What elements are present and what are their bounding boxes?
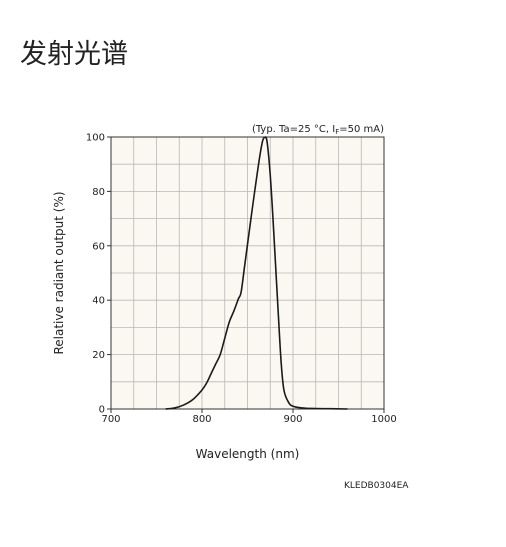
grid-lines — [111, 137, 384, 409]
axis-ticks — [107, 136, 385, 413]
figure-code: KLEDB0304EA — [344, 481, 409, 491]
x-tick-label: 1000 — [371, 414, 396, 425]
conditions-text: (Typ. Ta=25 °C, I — [252, 124, 335, 135]
y-tick-label: 40 — [92, 296, 105, 307]
y-tick-label: 100 — [86, 133, 105, 144]
plot-frame — [110, 136, 385, 410]
y-tick-label: 60 — [92, 241, 105, 252]
series-line — [165, 136, 348, 410]
y-axis-label: Relative radiant output (%) — [52, 191, 66, 354]
measurement-conditions: (Typ. Ta=25 °C, IF=50 mA) — [252, 124, 384, 136]
x-tick-label: 800 — [192, 414, 211, 425]
x-tick-label: 900 — [283, 414, 302, 425]
conditions-subscript: F — [335, 128, 339, 136]
y-tick-label: 80 — [92, 187, 105, 198]
y-tick-label: 20 — [92, 350, 105, 361]
x-axis-label: Wavelength (nm) — [196, 447, 300, 461]
conditions-tail: =50 mA) — [339, 124, 384, 135]
y-tick-label: 0 — [99, 405, 105, 416]
tick-labels: 700 800 900 1000 0 20 40 60 80 100 — [86, 133, 397, 426]
page-heading: 发射光谱 — [20, 39, 128, 70]
x-tick-label: 700 — [101, 414, 120, 425]
